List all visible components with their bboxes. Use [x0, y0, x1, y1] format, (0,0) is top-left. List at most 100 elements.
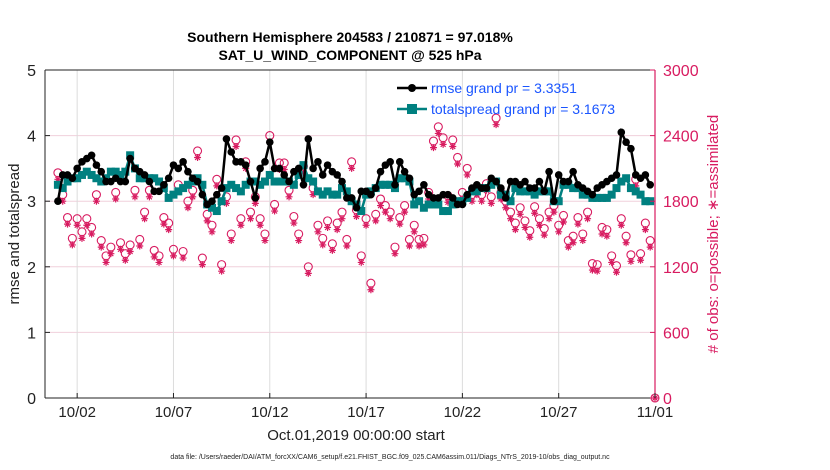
obs-possible-point — [448, 135, 458, 145]
rmse-point — [246, 177, 255, 186]
rmse-point — [193, 177, 202, 186]
obs-assimilated-point — [560, 218, 568, 226]
spread-point — [569, 184, 578, 193]
spread-point — [53, 180, 62, 189]
obs-assimilated-point — [497, 195, 505, 203]
rmse-point — [126, 154, 134, 163]
rmse-point — [569, 167, 577, 176]
obs-assimilated-point — [141, 215, 149, 223]
obs-assimilated-point — [333, 226, 341, 234]
spread-point — [381, 180, 390, 189]
obs-possible-point — [409, 220, 419, 230]
obs-assimilated-point — [555, 228, 563, 236]
spread-point — [631, 187, 640, 196]
spread-point — [58, 184, 67, 193]
rmse-point — [347, 194, 356, 202]
spread-point — [598, 193, 607, 202]
rmse-point — [213, 190, 221, 199]
obs-assimilated-point — [637, 256, 645, 264]
rmse-point — [405, 174, 414, 183]
legend: rmse grand pr = 3.3351 totalspread grand… — [397, 80, 615, 117]
obs-assimilated-point — [59, 197, 67, 205]
obs-assimilated-point — [521, 223, 529, 231]
spread-point — [429, 200, 438, 209]
spread-point — [472, 187, 481, 196]
obs-assimilated-point — [208, 228, 216, 236]
obs-assimilated-point — [121, 256, 129, 264]
obs-assimilated-point — [247, 215, 255, 223]
obs-assimilated-point — [425, 195, 433, 203]
obs-possible-point — [558, 210, 569, 220]
obs-assimilated-point — [415, 242, 423, 250]
rmse-point — [627, 144, 635, 153]
rmse-point — [400, 167, 409, 176]
obs-possible-point — [159, 213, 169, 223]
obs-assimilated-point — [641, 226, 649, 234]
spread-point — [415, 197, 424, 206]
obs-possible-point — [636, 249, 646, 259]
obs-assimilated-point — [410, 228, 418, 236]
obs-assimilated-point — [420, 241, 428, 249]
rmse-point — [482, 184, 491, 192]
obs-assimilated-point — [102, 258, 110, 266]
rmse-point — [535, 177, 544, 186]
obs-possible-point — [371, 209, 381, 219]
obs-possible-point — [404, 234, 414, 245]
rmse-point — [550, 197, 558, 205]
rmse-point — [318, 171, 327, 179]
rmse-point — [338, 177, 346, 186]
obs-assimilated-point — [540, 231, 548, 239]
spread-point — [545, 187, 554, 196]
spread-point — [212, 207, 221, 216]
obs-assimilated-point — [78, 234, 86, 242]
obs-assimilated-point — [449, 143, 457, 151]
spread-point — [294, 170, 303, 179]
obs-assimilated-point — [304, 269, 312, 277]
rmse-point — [121, 177, 130, 186]
obs-assimilated-point — [367, 286, 375, 294]
rmse-point — [564, 177, 573, 186]
spread-point — [92, 174, 101, 183]
rmse-point — [208, 197, 216, 205]
rmse-point — [391, 181, 399, 189]
obs-assimilated-point — [381, 208, 389, 216]
obs-possible-point — [96, 236, 106, 246]
obs-assimilated-point — [516, 210, 524, 218]
obs-assimilated-point — [280, 165, 288, 173]
spread-point — [400, 174, 409, 183]
spread-point — [270, 177, 279, 186]
obs-possible-point — [428, 136, 439, 146]
obs-possible-point — [568, 231, 578, 241]
spread-point — [530, 190, 539, 199]
obs-possible-point — [583, 207, 593, 217]
obs-assimilated-point — [569, 239, 577, 247]
spread-point — [313, 187, 322, 196]
obs-possible-point — [236, 214, 246, 224]
rmse-point — [323, 161, 332, 169]
spread-point — [607, 190, 616, 199]
spread-point — [357, 207, 366, 216]
spread-point — [304, 174, 313, 183]
obs-assimilated-point — [526, 233, 534, 241]
obs-possible-point — [621, 231, 631, 241]
obs-assimilated-point — [444, 198, 452, 206]
spread-point — [323, 187, 332, 196]
spread-point — [116, 170, 125, 179]
obs-assimilated-point — [189, 193, 197, 201]
obs-assimilated-point — [646, 243, 654, 251]
rmse-point — [333, 171, 341, 179]
obs-assimilated-point — [362, 221, 370, 229]
obs-assimilated-point — [155, 258, 163, 266]
rmse-point — [285, 177, 293, 186]
obs-possible-point — [356, 251, 366, 261]
obs-assimilated-point — [324, 223, 332, 231]
obs-assimilated-point — [328, 246, 336, 254]
x-axis-label: Oct.01,2019 00:00:00 start — [267, 427, 445, 444]
obs-assimilated-point — [319, 241, 327, 249]
obs-possible-point — [327, 239, 337, 249]
plot-area — [45, 70, 655, 398]
obs-possible-point — [515, 203, 525, 213]
rmse-point — [241, 161, 250, 169]
obs-assimilated-point — [295, 237, 303, 245]
spread-point — [111, 167, 120, 176]
